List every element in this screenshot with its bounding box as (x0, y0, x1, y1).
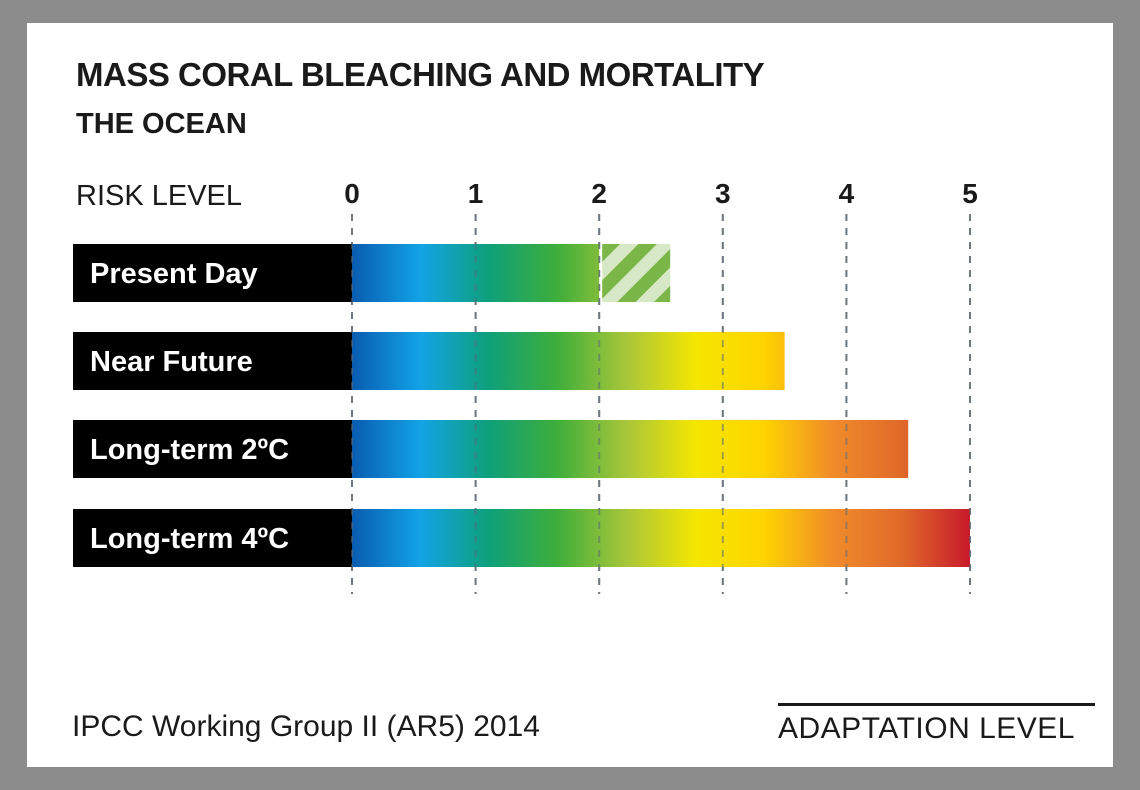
source-citation: IPCC Working Group II (AR5) 2014 (72, 710, 540, 743)
tick-label-1: 1 (468, 178, 484, 209)
adaptation-level-label: ADAPTATION LEVEL (778, 712, 1075, 745)
chart-title: MASS CORAL BLEACHING AND MORTALITY (76, 56, 765, 93)
chart-card (27, 23, 1113, 767)
category-label-box (73, 332, 352, 390)
category-label-box (73, 244, 352, 302)
tick-label-4: 4 (839, 178, 855, 209)
category-label-box (73, 420, 352, 478)
chart-subtitle: THE OCEAN (76, 108, 247, 140)
bar-row: Present Day (73, 244, 671, 302)
category-label: Present Day (90, 258, 258, 290)
category-label: Near Future (90, 346, 253, 378)
tick-label-3: 3 (715, 178, 731, 209)
bar-hatched-extension (602, 244, 671, 302)
bar (352, 509, 970, 567)
bar-row: Long-term 2ºC (73, 420, 909, 478)
bar (352, 420, 909, 478)
category-label-box (73, 509, 352, 567)
tick-label-2: 2 (591, 178, 607, 209)
bar-row: Long-term 4ºC (73, 509, 970, 567)
bar (352, 332, 785, 390)
x-axis-label: RISK LEVEL (76, 180, 243, 212)
bar-row: Near Future (73, 332, 785, 390)
category-label: Long-term 2ºC (90, 434, 289, 466)
category-label: Long-term 4ºC (90, 523, 289, 555)
adaptation-rule (778, 703, 1095, 706)
tick-label-0: 0 (344, 178, 360, 209)
tick-label-5: 5 (962, 178, 978, 209)
